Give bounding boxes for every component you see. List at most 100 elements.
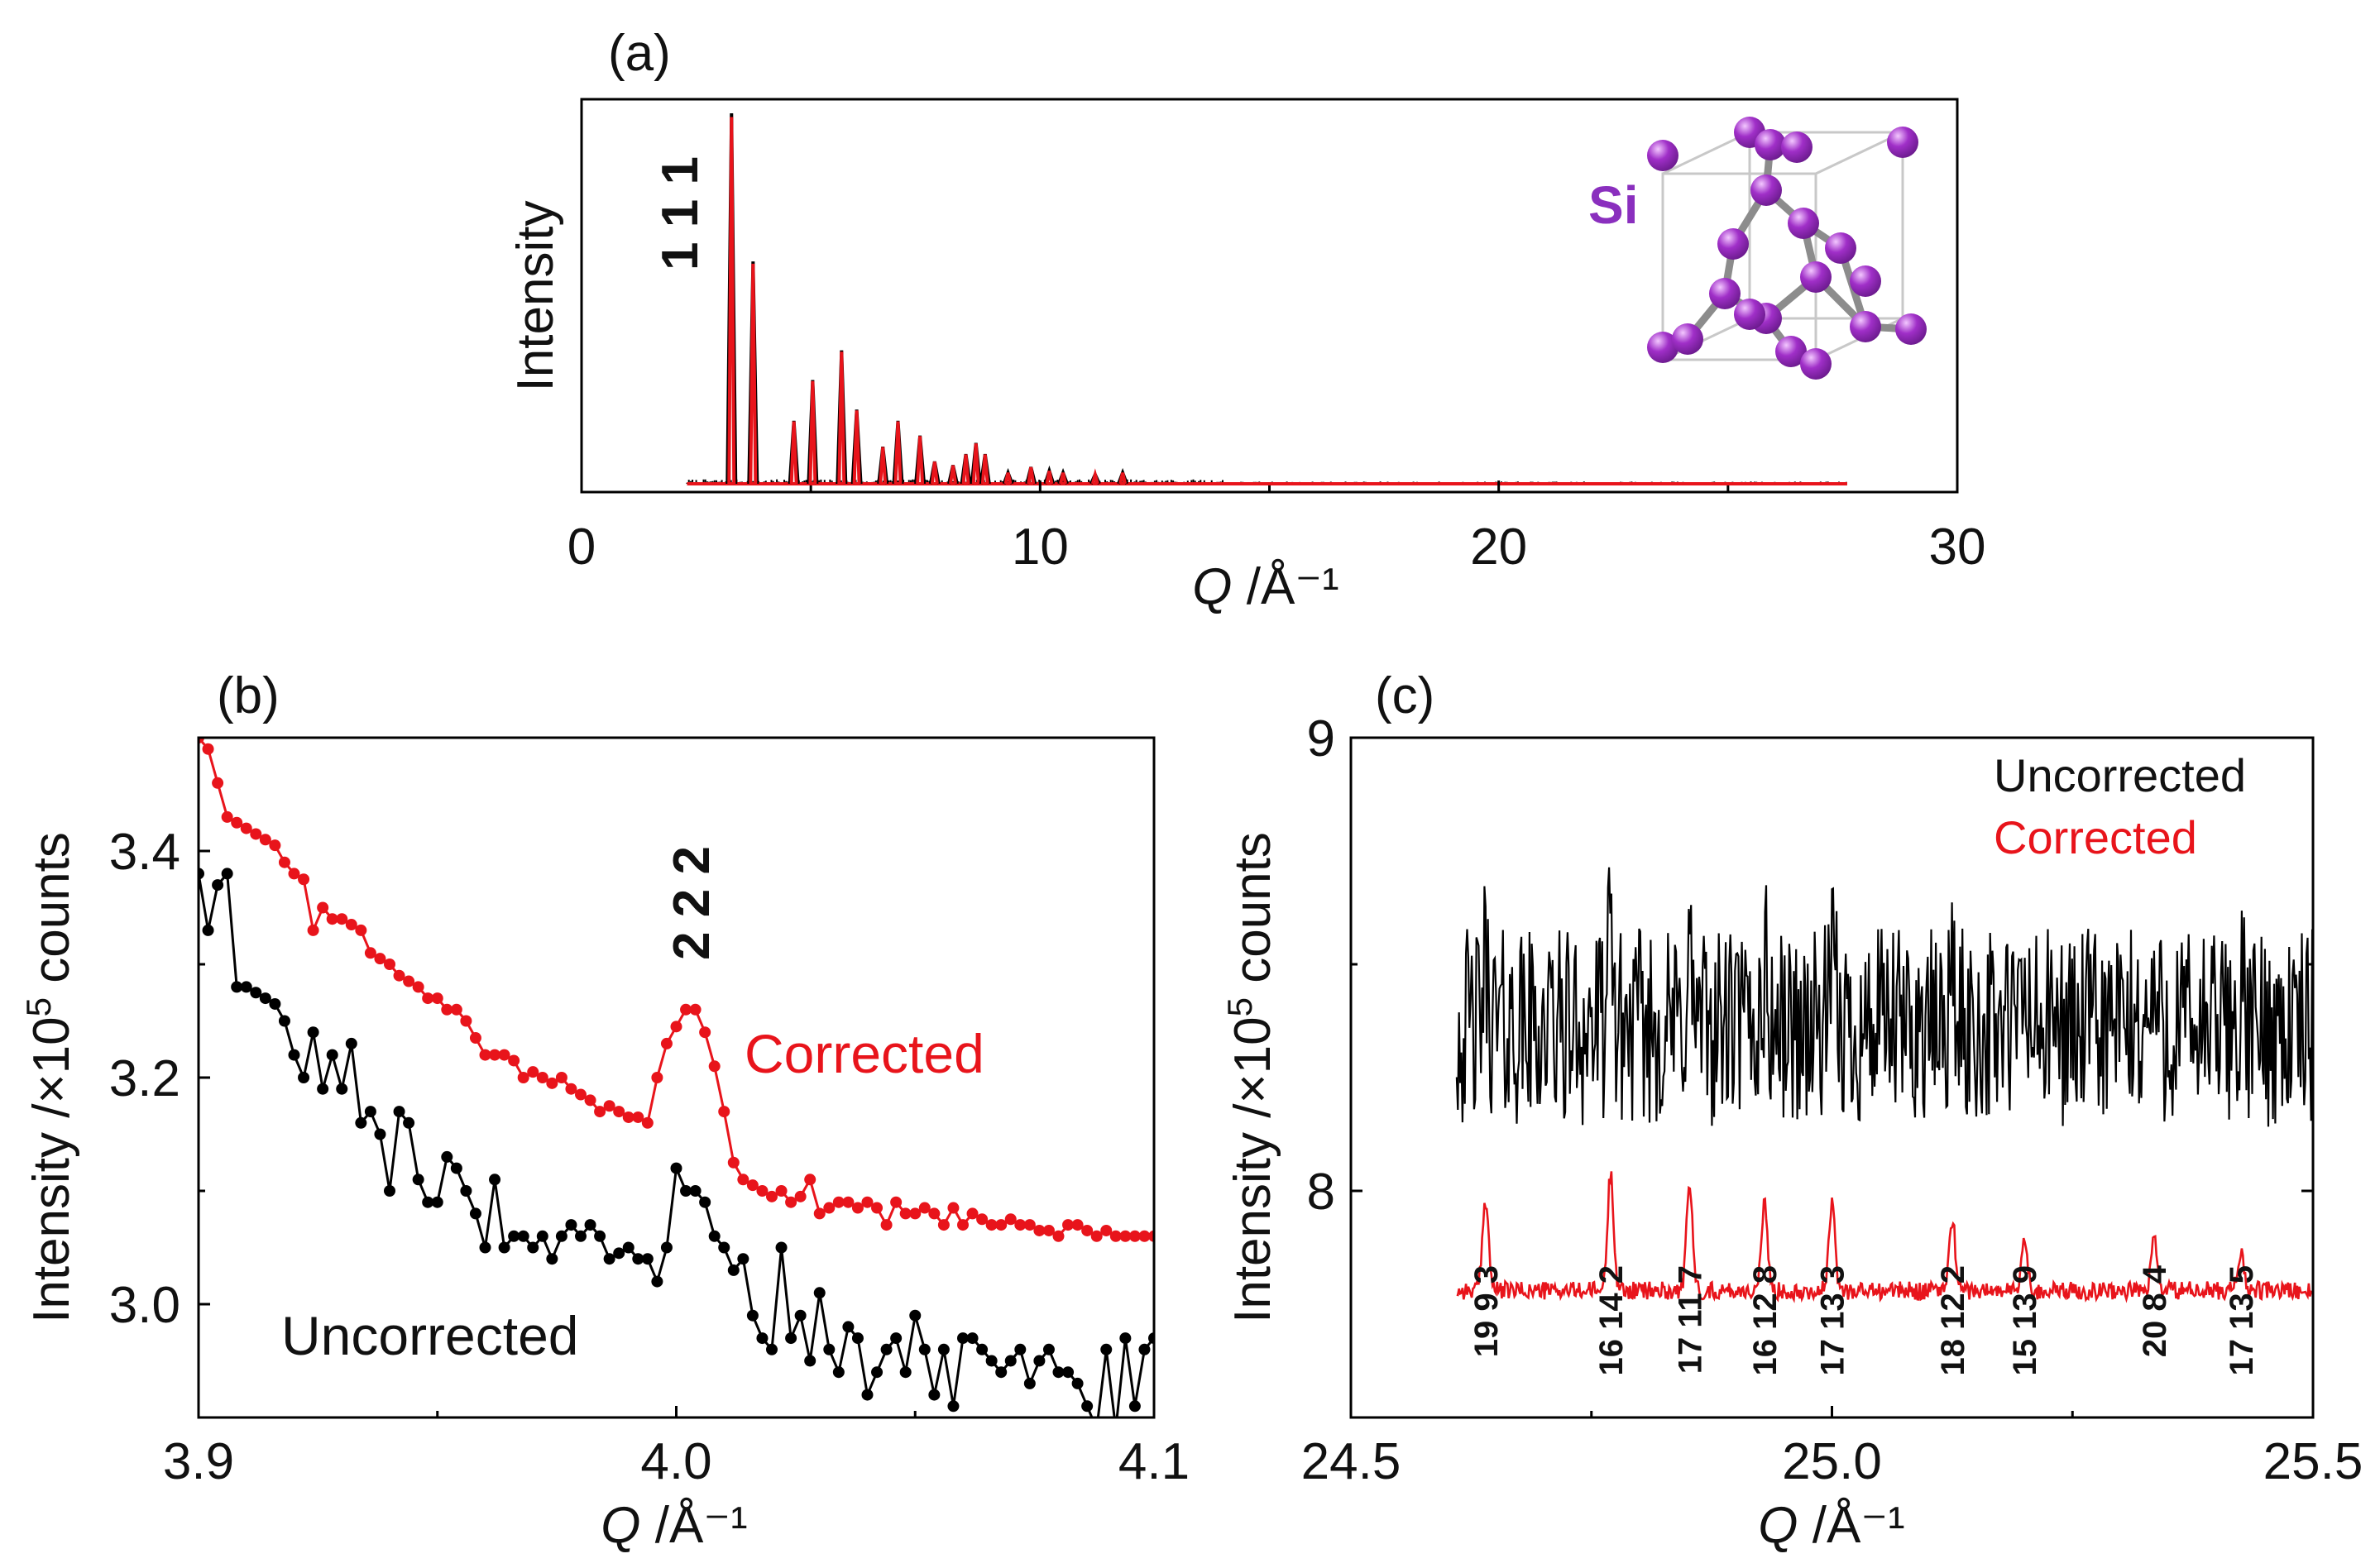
b-point-corrected (317, 901, 329, 914)
b-point-uncorrected (1091, 1423, 1103, 1435)
b-point-uncorrected (278, 1015, 290, 1027)
b-point-uncorrected (498, 1241, 510, 1254)
b-point-corrected (727, 1156, 740, 1169)
a-peak-corrected (1118, 472, 1128, 485)
panel-b-data (199, 738, 1154, 1435)
b-point-uncorrected (708, 1230, 721, 1242)
b-point-corrected (622, 1111, 635, 1123)
b-point-corrected (288, 868, 300, 880)
panel-c-label: (c) (1375, 667, 1434, 724)
a-peak-corrected (808, 380, 817, 485)
b-point-uncorrected (718, 1241, 730, 1254)
b-point-uncorrected (317, 1083, 329, 1095)
b-point-uncorrected (336, 1083, 348, 1095)
c-ytick-label: 8 (1307, 1164, 1335, 1221)
b-point-uncorrected (326, 1049, 338, 1061)
b-point-uncorrected (584, 1219, 596, 1231)
c-hkl-label: 19 9 3 (1468, 1265, 1505, 1357)
b-point-uncorrected (1033, 1355, 1046, 1367)
c-hkl-label: 20 8 4 (2137, 1264, 2173, 1357)
b-point-corrected (1081, 1224, 1094, 1236)
unit-cell-frame (1661, 131, 1904, 361)
a-peak-corrected (893, 421, 903, 485)
b-point-corrected (804, 1174, 816, 1186)
b-point-corrected (1109, 1230, 1122, 1242)
b-point-uncorrected (813, 1287, 826, 1299)
b-point-corrected (431, 992, 443, 1005)
b-point-corrected (517, 1072, 529, 1083)
si-atom (1895, 313, 1927, 345)
b-point-corrected (718, 1106, 730, 1118)
b-point-uncorrected (1128, 1400, 1141, 1413)
b-point-uncorrected (199, 868, 204, 880)
b-point-uncorrected (785, 1332, 797, 1345)
a-peak-corrected (1003, 472, 1013, 485)
panel-c-hkl-labels: 19 9 3 16 14 2 17 11 7 16 12 8 17 13 3 18 12 … (1468, 1264, 2260, 1375)
b-point-uncorrected (842, 1321, 855, 1333)
b-point-corrected (364, 947, 376, 959)
a-peak-corrected (980, 454, 989, 485)
panel-b-label: (b) (217, 667, 280, 724)
b-point-corrected (259, 834, 271, 846)
b-point-corrected (199, 738, 204, 743)
b-point-uncorrected (202, 924, 214, 936)
b-point-corrected (240, 822, 252, 834)
b-point-uncorrected (632, 1253, 644, 1265)
b-point-uncorrected (699, 1196, 711, 1208)
b-point-uncorrected (489, 1174, 501, 1186)
b-ytick-label: 3.2 (109, 1050, 180, 1107)
b-point-corrected (641, 1116, 654, 1129)
b-point-corrected (508, 1054, 520, 1067)
panel-c-ticks: 24.5 25.0 25.5 8 9 (1301, 710, 2363, 1490)
b-point-corrected (756, 1185, 769, 1197)
b-point-uncorrected (957, 1332, 969, 1345)
b-point-corrected (307, 924, 319, 936)
b-point-uncorrected (1071, 1377, 1084, 1389)
b-point-corrected (1148, 1230, 1154, 1242)
b-point-corrected (651, 1072, 663, 1083)
b-point-corrected (613, 1106, 625, 1118)
b-point-uncorrected (298, 1072, 310, 1083)
c-hkl-label: 15 13 9 (2007, 1265, 2043, 1375)
a-peak-corrected (916, 436, 925, 485)
c-series-corrected (1456, 1171, 2313, 1303)
b-point-corrected (890, 1196, 903, 1208)
b-point-corrected (594, 1106, 606, 1118)
b-point-uncorrected (269, 997, 281, 1010)
b-point-corrected (250, 828, 262, 840)
b-point-uncorrected (1119, 1332, 1132, 1345)
b-point-uncorrected (288, 1049, 300, 1061)
si-atom (1647, 332, 1678, 363)
b-point-uncorrected (594, 1230, 606, 1242)
b-point-uncorrected (212, 879, 224, 892)
b-point-corrected (1023, 1219, 1036, 1231)
b-point-uncorrected (727, 1264, 740, 1276)
a-peak-corrected (837, 351, 846, 485)
b-point-uncorrected (966, 1332, 979, 1345)
b-point-corrected (278, 856, 290, 868)
b-point-corrected (231, 816, 243, 829)
b-point-corrected (966, 1207, 979, 1220)
a-peak-corrected (1059, 472, 1068, 485)
b-point-uncorrected (259, 992, 271, 1005)
si-atom (1850, 265, 1881, 297)
c-series-uncorrected (1455, 867, 2313, 1127)
b-point-corrected (680, 1003, 692, 1016)
panel-b-xlabel: Q /Å⁻¹ (601, 1497, 747, 1554)
b-point-corrected (1004, 1213, 1017, 1226)
c-xtick-label: 25.5 (2263, 1433, 2363, 1490)
panel-b: (b) 3.9 4.0 4.1 3.0 3.2 3.4 Intensity /×105 c… (19, 667, 1190, 1554)
b-point-corrected (928, 1207, 941, 1220)
b-point-corrected (871, 1202, 884, 1214)
b-point-corrected (212, 777, 224, 789)
c-hkl-label: 17 11 7 (1672, 1265, 1708, 1374)
b-point-corrected (269, 839, 281, 852)
si-atom (1825, 232, 1856, 264)
panel-b-ticks: 3.9 4.0 4.1 3.0 3.2 3.4 (109, 824, 1190, 1490)
si-atom (1775, 336, 1807, 367)
b-point-corrected (345, 919, 357, 931)
b-point-uncorrected (307, 1026, 319, 1039)
b-point-corrected (1062, 1219, 1075, 1231)
si-atom (1850, 311, 1881, 342)
